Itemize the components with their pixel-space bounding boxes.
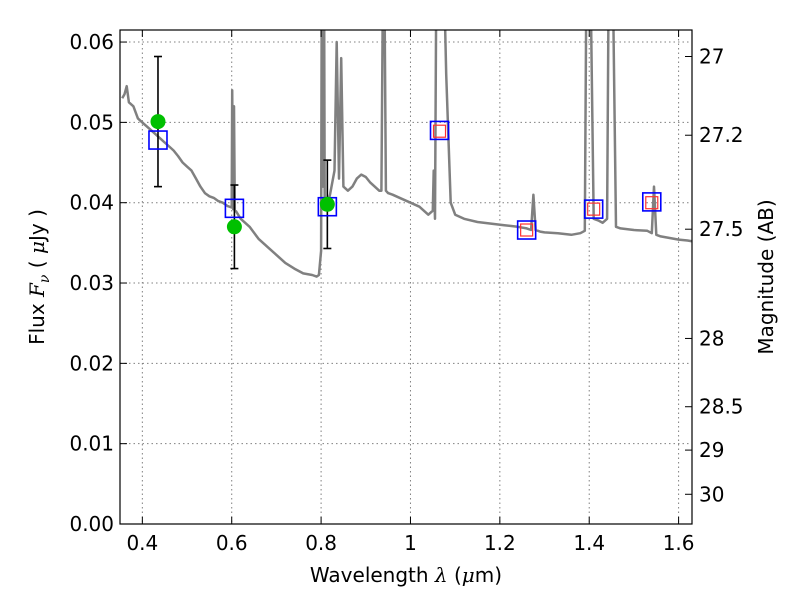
y-tick-label: 0.03 [69, 271, 114, 295]
x-tick-label: 0.6 [216, 531, 248, 555]
ticks: 0.4 0.6 0.8 1 1.2 1.4 1.6 0.00 0.01 0.02 0.03 0.04 0… [69, 30, 744, 555]
x-tick-label: 1 [404, 531, 417, 555]
band-photometry-point [520, 223, 534, 237]
observed-photometry-point [226, 219, 242, 235]
model-photometry-point [516, 220, 537, 240]
band-photometry-point [432, 124, 447, 138]
model-photometry-point [224, 198, 245, 219]
y2-tick-label: 28 [699, 326, 724, 350]
x-tick-label: 1.4 [573, 531, 605, 555]
x-tick-label: 1.6 [663, 531, 695, 555]
band-photometry-point [587, 202, 601, 216]
x-tick-label: 0.8 [305, 531, 337, 555]
y-tick-label: 0.00 [69, 512, 114, 536]
y2-tick-label: 28.5 [699, 395, 744, 419]
observed-photometry-point [319, 196, 335, 212]
band-photometry-point [645, 196, 659, 210]
model-photometry-point [583, 199, 604, 219]
plot-area [121, 30, 692, 278]
model-photometry-point [148, 130, 168, 150]
y-tick-label: 0.02 [69, 351, 114, 375]
model-photometry-point [641, 192, 662, 212]
y-tick-label: 0.06 [69, 30, 114, 54]
x-tick-label: 0.4 [126, 531, 158, 555]
plot-frame [119, 29, 693, 525]
y-tick-label: 0.01 [69, 432, 114, 456]
y2-tick-label: 29 [699, 438, 724, 462]
observed-photometry-point [150, 114, 166, 130]
y-axis-title: Flux Fν ( μJy ) [25, 209, 53, 345]
model-photometry-point [429, 120, 450, 141]
x-axis-title: Wavelength λ (μm) [310, 563, 502, 587]
y2-tick-label: 30 [699, 482, 724, 506]
y2-axis-title: Magnitude (AB) [754, 199, 778, 354]
x-tick-label: 1.2 [484, 531, 516, 555]
y-tick-label: 0.05 [69, 110, 114, 134]
y-tick-label: 0.04 [69, 191, 114, 215]
y2-tick-label: 27.5 [699, 217, 744, 241]
model-sed-line [121, 30, 692, 278]
y2-tick-label: 27.2 [699, 123, 744, 147]
y2-tick-label: 27 [699, 45, 724, 69]
